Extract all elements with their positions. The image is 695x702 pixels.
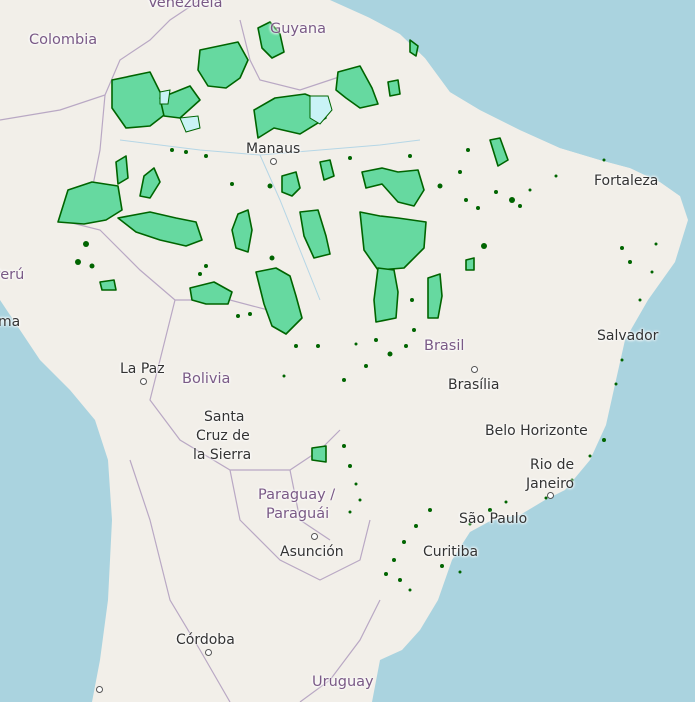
protected-area[interactable] — [231, 209, 253, 253]
label-colombia: Colombia — [29, 32, 98, 48]
label-peru: Perú — [0, 267, 25, 283]
label-paraguai: Paraguái — [266, 506, 330, 522]
label-salvador: Salvador — [597, 328, 659, 344]
city-marker — [270, 158, 277, 165]
protected-area[interactable] — [139, 167, 161, 199]
label-santa: Santa — [204, 409, 245, 425]
lake — [159, 89, 171, 105]
city-marker — [205, 649, 212, 656]
pacific-ocean — [0, 300, 112, 702]
protected-area[interactable] — [311, 445, 327, 463]
small-protected-areas — [75, 148, 658, 592]
label-curitiba: Curitiba — [423, 544, 479, 560]
city-marker — [140, 378, 147, 385]
water-bodies — [159, 89, 333, 133]
city-marker — [96, 686, 103, 693]
protected-area[interactable] — [465, 257, 475, 271]
lake — [309, 95, 333, 125]
label-janeiro: Janeiro — [526, 476, 575, 492]
protected-area[interactable] — [159, 85, 201, 119]
protected-area[interactable] — [197, 41, 249, 89]
protected-area[interactable] — [255, 267, 303, 335]
protected-area[interactable] — [427, 273, 443, 319]
protected-area[interactable] — [387, 79, 401, 97]
label-rio: Rio de — [530, 457, 575, 473]
protected-area[interactable] — [115, 155, 129, 185]
label-brasilia: Brasília — [448, 377, 500, 393]
atlantic-ocean — [330, 0, 695, 200]
protected-area[interactable] — [111, 71, 169, 129]
city-marker — [471, 366, 478, 373]
label-cordoba: Córdoba — [176, 632, 235, 648]
label-fortaleza: Fortaleza — [594, 173, 659, 189]
rivers — [119, 139, 421, 301]
country-borders — [0, 0, 381, 702]
label-sao-paulo: São Paulo — [459, 511, 528, 527]
protected-area[interactable] — [489, 137, 509, 167]
label-manaus: Manaus — [246, 141, 301, 157]
protected-area[interactable] — [319, 159, 335, 181]
label-guyana: Guyana — [270, 21, 326, 37]
protected-area[interactable] — [373, 267, 399, 323]
protected-area[interactable] — [257, 21, 285, 59]
protected-area[interactable] — [253, 93, 327, 139]
protected-area[interactable] — [57, 181, 123, 225]
protected-area[interactable] — [189, 281, 233, 305]
label-paraguay: Paraguay / — [258, 487, 336, 503]
protected-area[interactable] — [299, 209, 331, 259]
lake — [179, 115, 201, 133]
protected-area[interactable] — [281, 171, 301, 197]
label-uruguay: Uruguay — [312, 674, 374, 690]
label-lima-partial: ma — [0, 314, 21, 330]
label-venezuela: Venezuela — [148, 0, 223, 11]
protected-areas — [57, 21, 509, 463]
label-brasil: Brasil — [424, 338, 465, 354]
protected-area[interactable] — [409, 39, 419, 57]
label-asuncion: Asunción — [280, 544, 344, 560]
protected-area[interactable] — [99, 279, 117, 291]
protected-area[interactable] — [117, 211, 203, 247]
city-marker — [311, 533, 318, 540]
protected-area[interactable] — [359, 211, 427, 271]
city-marker — [547, 492, 554, 499]
label-la-sierra: la Sierra — [193, 447, 252, 463]
label-la-paz: La Paz — [120, 361, 165, 377]
label-bolivia: Bolivia — [182, 371, 231, 387]
protected-area[interactable] — [335, 65, 379, 109]
label-belo-horizonte: Belo Horizonte — [485, 423, 588, 439]
label-cruz-de: Cruz de — [196, 428, 250, 444]
protected-area[interactable] — [361, 167, 425, 207]
